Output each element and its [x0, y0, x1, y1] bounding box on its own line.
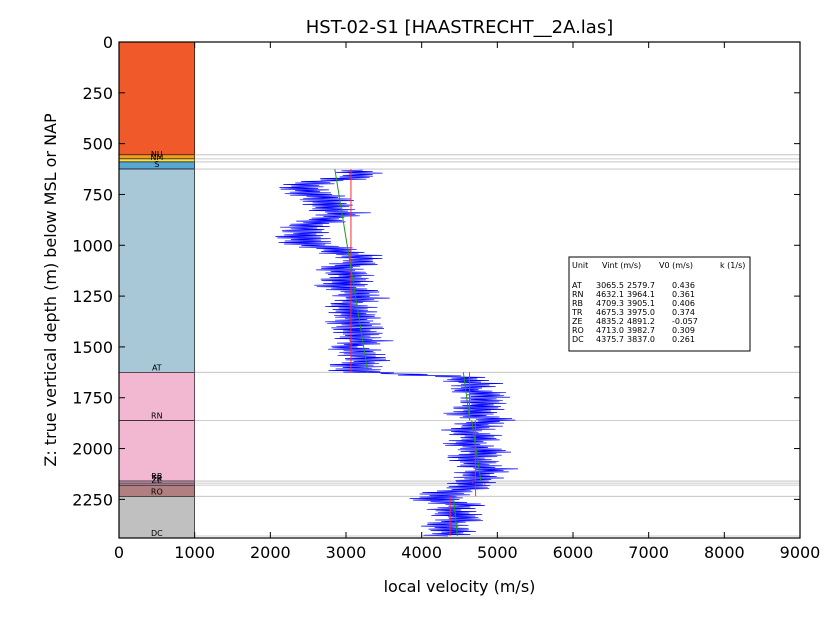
table-cell: AT: [572, 281, 582, 290]
table-cell: ZE: [572, 317, 583, 326]
table-cell: 4709.3: [596, 299, 624, 308]
chart-title: HST-02-S1 [HAASTRECHT__2A.las]: [306, 17, 614, 38]
table-cell: 2579.7: [627, 281, 655, 290]
table-cell: 3065.5: [596, 281, 624, 290]
x-tick-label: 2000: [250, 543, 291, 562]
y-tick-label: 250: [82, 84, 113, 103]
v0k-line: [471, 420, 482, 482]
v0k-line: [334, 168, 369, 373]
table-header: Unit: [572, 261, 588, 270]
column-unit-label: NU: [151, 150, 163, 159]
table-header: Vint (m/s): [602, 261, 641, 270]
table-cell: 3982.7: [627, 326, 655, 335]
column-unit: [118, 372, 195, 421]
table-cell: 4891.2: [627, 317, 655, 326]
x-tick-label: 7000: [628, 543, 669, 562]
x-tick-label: 0: [114, 543, 124, 562]
table-cell: 4375.7: [596, 335, 624, 344]
table-cell: RN: [572, 290, 584, 299]
x-tick-label: 8000: [704, 543, 745, 562]
table-header: V0 (m/s): [659, 261, 693, 270]
velocity-log-line: [275, 169, 519, 537]
column-unit-label: RN: [151, 412, 163, 421]
y-tick-label: 1500: [72, 338, 113, 357]
column-unit-label: RO: [151, 487, 163, 496]
x-tick-label: 5000: [477, 543, 518, 562]
y-tick-label: 1750: [72, 389, 113, 408]
y-tick-label: 0: [103, 33, 113, 52]
y-tick-label: 2250: [72, 490, 113, 509]
column-unit-label: AT: [152, 363, 162, 372]
table-box: [568, 256, 751, 352]
table-cell: 0.436: [672, 281, 695, 290]
table-cell: -0.057: [672, 317, 698, 326]
x-tick-label: 3000: [326, 543, 367, 562]
table-cell: 3837.0: [627, 335, 655, 344]
column-unit-label: RB: [151, 472, 162, 481]
column-unit-label: DC: [151, 529, 163, 538]
y-tick-label: 500: [82, 135, 113, 154]
column-unit: [118, 41, 195, 156]
table-cell: 0.374: [672, 308, 695, 317]
table-cell: TR: [571, 308, 583, 317]
x-axis-label: local velocity (m/s): [384, 577, 536, 596]
x-tick-label: 4000: [401, 543, 442, 562]
table-cell: 3964.1: [627, 290, 655, 299]
v0k-line: [462, 372, 471, 421]
table-cell: 4675.3: [596, 308, 624, 317]
table-cell: 3975.0: [627, 308, 655, 317]
x-tick-label: 1000: [174, 543, 215, 562]
table-cell: 4835.2: [596, 317, 624, 326]
table-cell: DC: [572, 335, 584, 344]
column-unit-label: NM: [150, 153, 163, 162]
y-tick-label: 750: [82, 185, 113, 204]
column-unit-label: ZE: [152, 476, 163, 485]
table-cell: 4632.1: [596, 290, 624, 299]
y-tick-label: 1000: [72, 236, 113, 255]
table-cell: RO: [572, 326, 584, 335]
y-axis-label: Z: true vertical depth (m) below MSL or …: [41, 113, 60, 467]
plot-frame: [118, 41, 801, 539]
x-tick-label: 9000: [780, 543, 821, 562]
table-cell: 3905.1: [627, 299, 655, 308]
v0k-line: [452, 496, 458, 537]
table-cell: 0.406: [672, 299, 695, 308]
table-cell: 0.261: [672, 335, 695, 344]
table-cell: 0.309: [672, 326, 695, 335]
table-cell: RB: [572, 299, 583, 308]
y-tick-label: 1250: [72, 287, 113, 306]
column-unit: [118, 420, 195, 482]
table-cell: 4713.0: [596, 326, 624, 335]
y-tick-label: 2000: [72, 440, 113, 459]
column-unit-label: TR: [151, 474, 163, 483]
column-unit: [118, 168, 195, 373]
table-cell: 0.361: [672, 290, 695, 299]
column-unit-label: S: [154, 160, 159, 169]
x-tick-label: 6000: [553, 543, 594, 562]
table-header: k (1/s): [720, 261, 745, 270]
